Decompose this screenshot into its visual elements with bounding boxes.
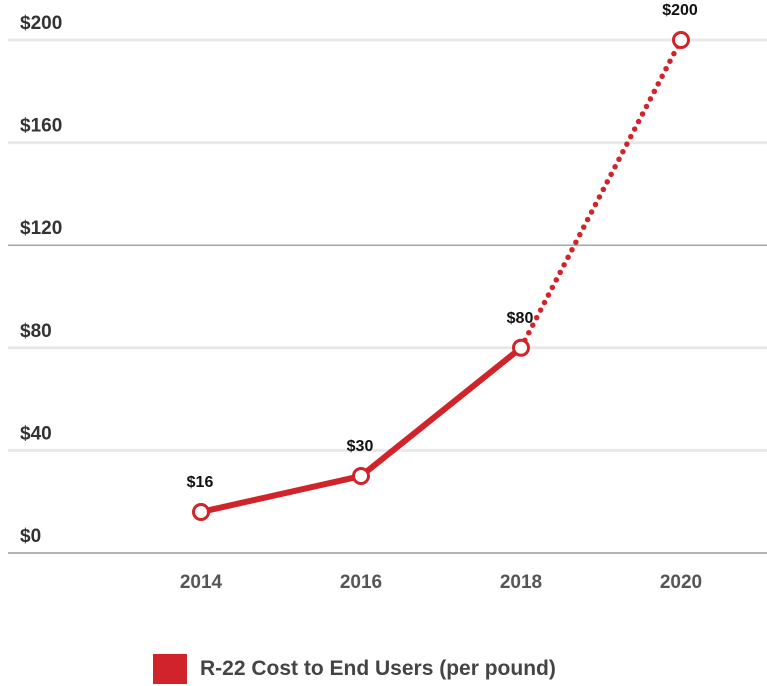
y-axis-ticks: $0 $40 $80 $120 $160 $200 <box>20 13 62 547</box>
y-tick-label: $80 <box>20 321 52 342</box>
series-line <box>198 37 684 515</box>
y-tick-label: $0 <box>20 526 41 547</box>
data-label: $80 <box>507 310 534 327</box>
x-tick-label: 2020 <box>660 572 702 593</box>
x-tick-label: 2018 <box>500 572 542 593</box>
y-tick-label: $120 <box>20 218 62 239</box>
y-tick-label: $160 <box>20 116 62 137</box>
data-labels: $16 $30 $80 $200 <box>187 2 698 491</box>
legend-label: R-22 Cost to End Users (per pound) <box>200 657 556 680</box>
data-point <box>512 338 530 357</box>
data-point <box>672 31 690 49</box>
series-segment <box>518 37 684 351</box>
legend-swatch <box>153 654 187 684</box>
x-axis-ticks: 2014 2016 2018 2020 <box>180 572 702 593</box>
grid-lines <box>8 38 767 554</box>
data-label: $16 <box>187 474 214 491</box>
x-tick-label: 2016 <box>340 572 382 593</box>
data-label: $30 <box>347 438 374 455</box>
series-points <box>192 31 690 521</box>
series-segment <box>198 473 364 515</box>
data-point <box>352 467 370 486</box>
y-tick-label: $200 <box>20 13 62 34</box>
x-tick-label: 2014 <box>180 572 223 593</box>
y-tick-label: $40 <box>20 423 52 444</box>
data-label: $200 <box>662 2 698 19</box>
data-point <box>192 502 210 521</box>
legend: R-22 Cost to End Users (per pound) <box>153 652 556 686</box>
series-segment <box>358 344 524 480</box>
